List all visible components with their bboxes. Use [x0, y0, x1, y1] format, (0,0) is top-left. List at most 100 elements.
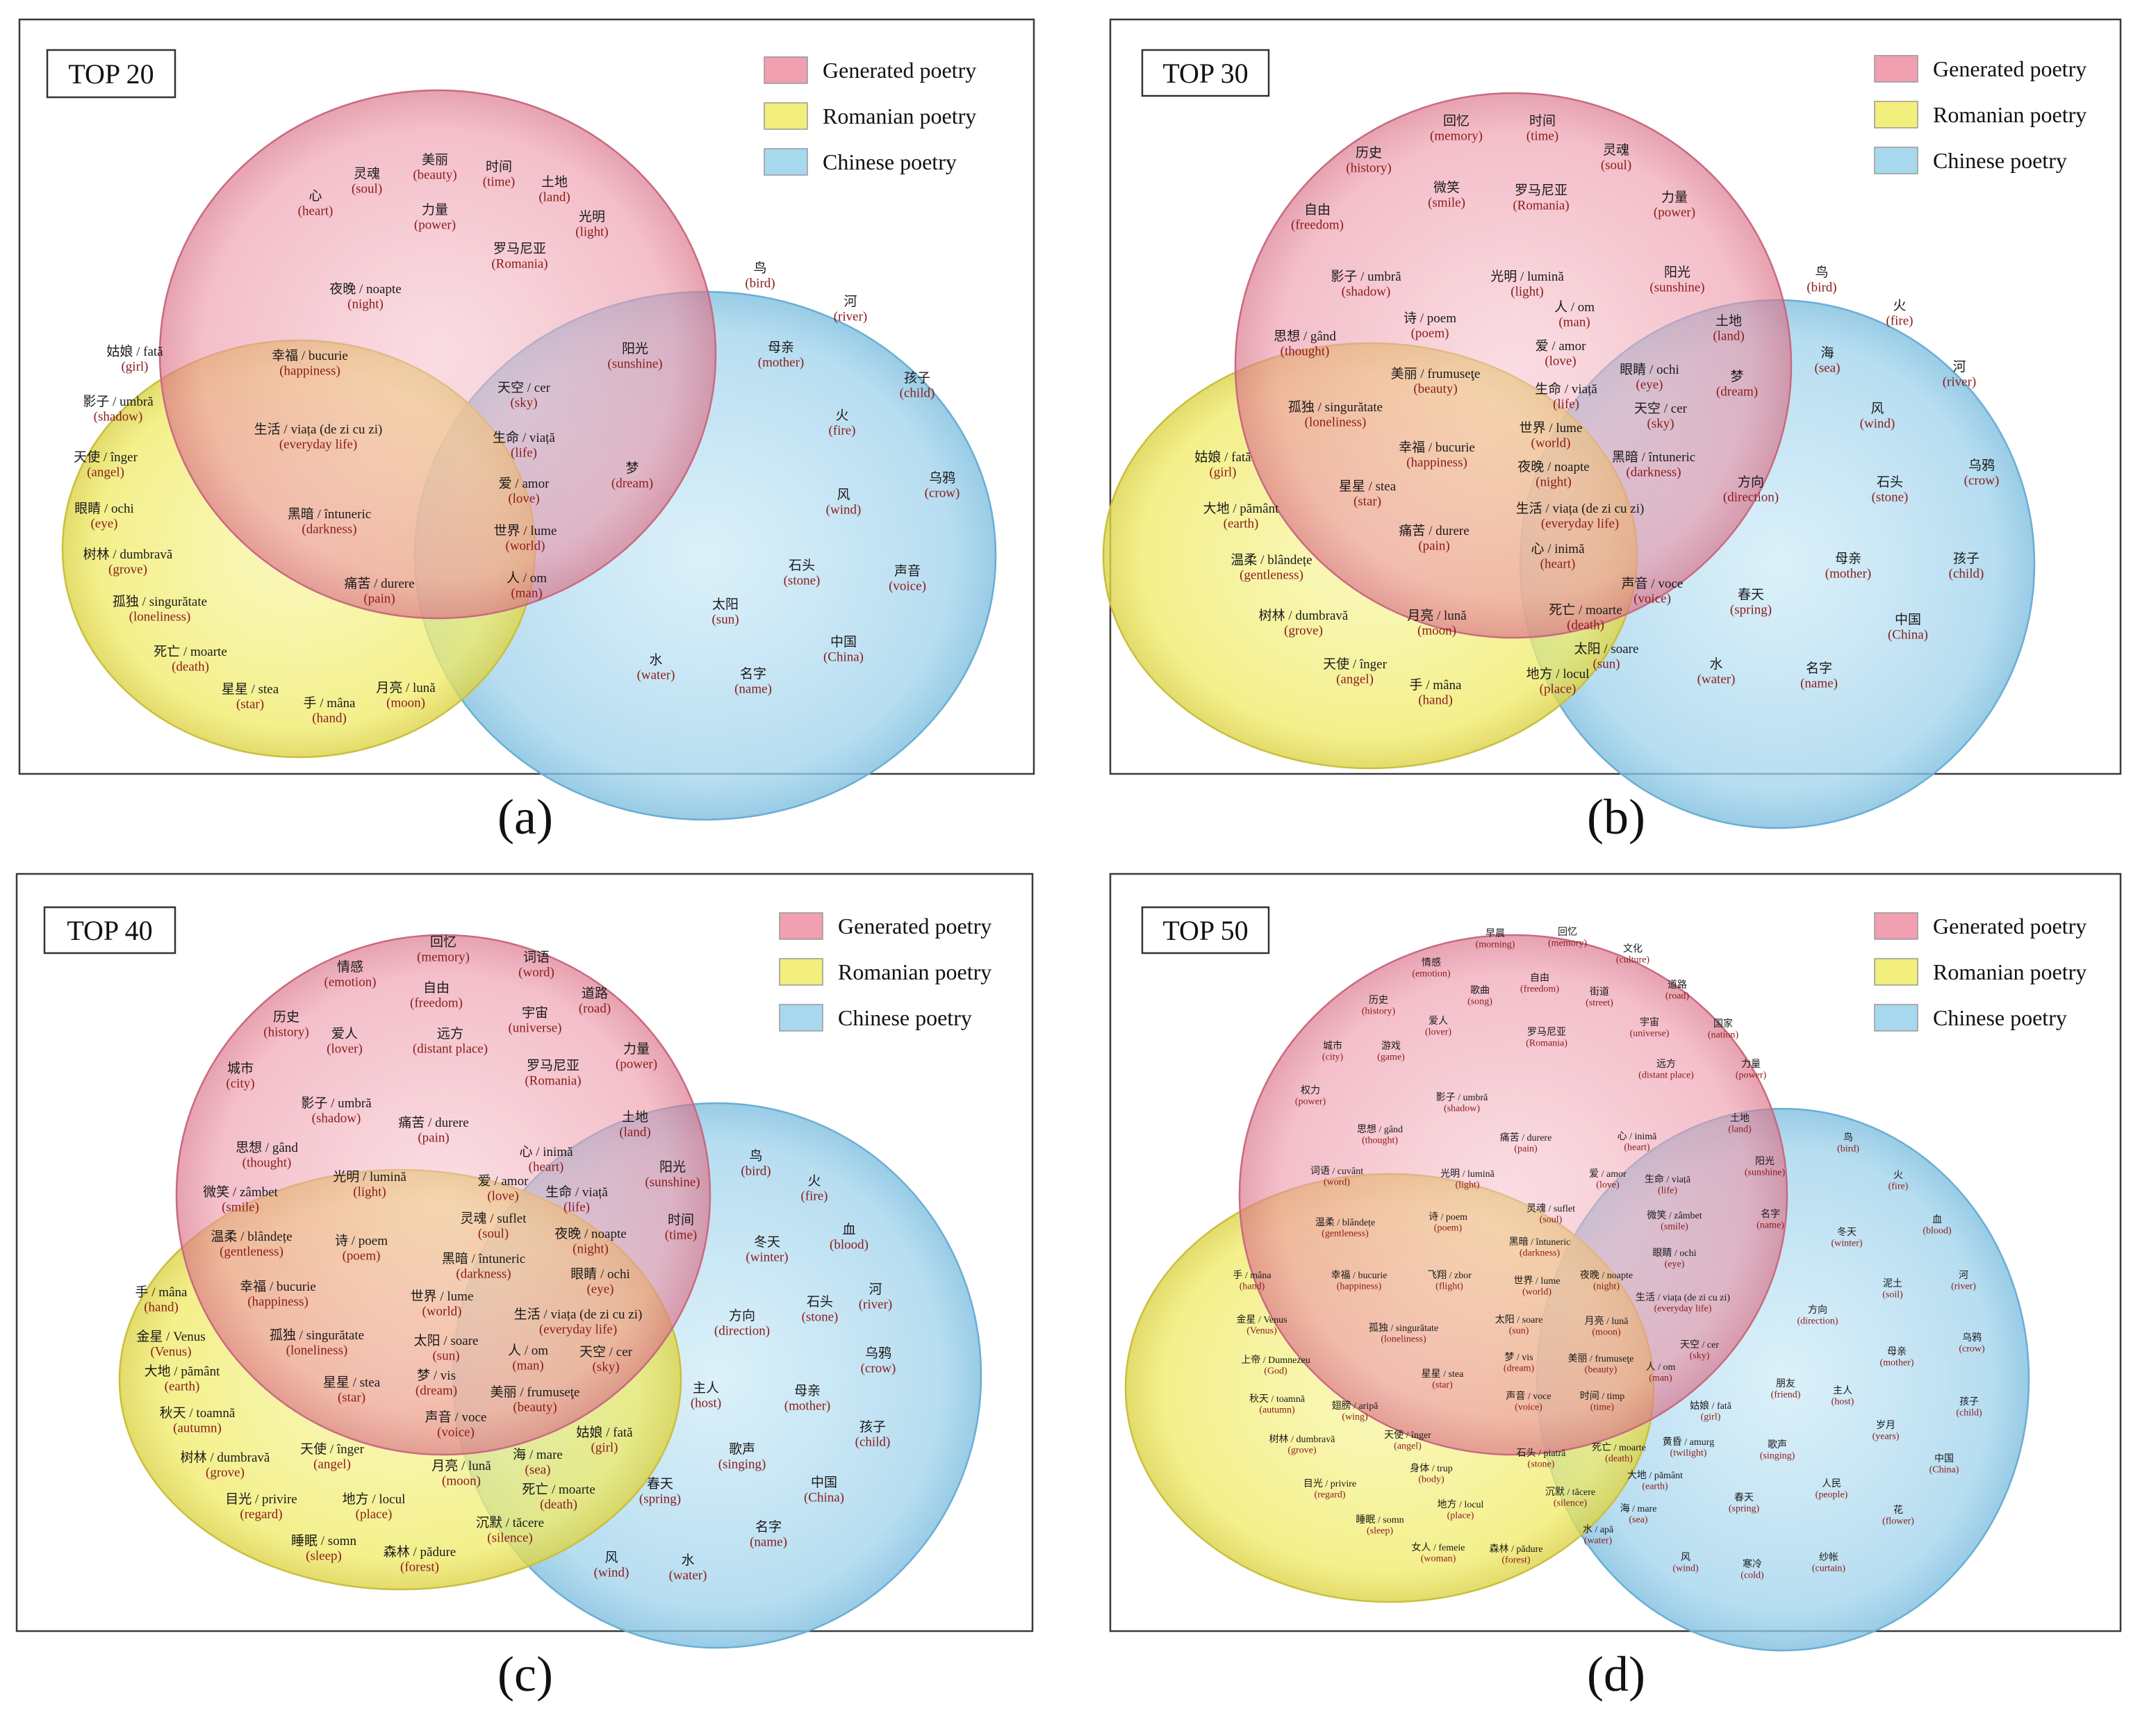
word-pair: 秋天 / toamnă(autumn) [1249, 1394, 1306, 1416]
word-translation: (eye) [1665, 1259, 1685, 1270]
word-pair: 乌鸦(crow) [1964, 458, 2000, 488]
word-translation: (universe) [508, 1020, 561, 1035]
word-label: 鸟 [1843, 1132, 1853, 1143]
word-pair: 自由(freedom) [410, 980, 463, 1010]
word-pair: 石头(stone) [802, 1294, 839, 1324]
word-translation: (power) [1295, 1097, 1326, 1107]
legend-swatch [1874, 958, 1918, 986]
word-pair: 温柔 / blândețe(gentleness) [1315, 1217, 1375, 1239]
word-label: 太阳 / soare [1574, 641, 1639, 656]
word-translation: (city) [1322, 1052, 1344, 1063]
word-pair: 主人(host) [691, 1380, 721, 1410]
word-translation: (grove) [1287, 1446, 1317, 1456]
word-pair: 国家(nation) [1708, 1018, 1739, 1041]
word-label: 美丽 [422, 152, 448, 167]
word-translation: (grove) [108, 562, 147, 577]
word-label: 罗马尼亚 [493, 242, 546, 256]
word-label: 地方 / locul [1526, 666, 1590, 681]
word-translation: (fire) [1886, 313, 1913, 328]
word-label: 翅膀 / aripă [1332, 1400, 1379, 1412]
word-pair: 人民(people) [1816, 1478, 1848, 1501]
word-translation: (beauty) [1413, 381, 1457, 396]
word-label: 生活 / viața (de zi cu zi) [254, 422, 383, 437]
word-label: 世界 / lume [411, 1289, 474, 1304]
word-label: 姑娘 / fată [576, 1425, 633, 1440]
word-translation: (forest) [400, 1560, 439, 1574]
word-translation: (world) [506, 538, 545, 553]
word-pair: 身体 / trup(body) [1410, 1463, 1452, 1485]
word-translation: (time) [1526, 129, 1558, 143]
word-pair: 石头(stone) [1872, 474, 1909, 504]
word-pair: 天使 / înger(angel) [300, 1441, 364, 1471]
word-translation: (street) [1586, 998, 1613, 1009]
word-translation: (death) [540, 1497, 577, 1512]
word-pair: 生活 / viața (de zi cu zi)(everyday life) [1516, 501, 1645, 531]
word-translation: (winter) [1831, 1239, 1862, 1249]
word-label: 名字 [1761, 1209, 1780, 1220]
word-pair: 岁月(years) [1872, 1420, 1900, 1442]
word-label: 微笑 [1433, 180, 1460, 195]
word-translation: (spring) [1729, 1504, 1760, 1514]
word-translation: (dream) [1504, 1364, 1535, 1374]
word-label: 沉默 / tăcere [476, 1515, 544, 1530]
word-translation: (light) [353, 1184, 386, 1199]
word-label: 姑娘 / fată [1690, 1400, 1732, 1412]
word-translation: (star) [236, 697, 264, 711]
word-label: 梦 [625, 461, 639, 476]
panel-title-box [46, 49, 176, 99]
legend-label: Chinese poetry [823, 149, 957, 174]
word-translation: (land) [538, 190, 570, 204]
word-pair: 孤独 / singurătate(loneliness) [1369, 1323, 1438, 1345]
word-translation: (host) [691, 1396, 721, 1410]
word-translation: (distant place) [1638, 1070, 1694, 1081]
word-translation: (memory) [1548, 939, 1587, 949]
word-pair: 生活 / viața (de zi cu zi)(everyday life) [1636, 1292, 1730, 1314]
word-label: 乌鸦 [929, 470, 955, 486]
word-pair: 土地(land) [1713, 313, 1744, 343]
word-translation: (light) [1456, 1180, 1480, 1191]
word-translation: (blood) [1923, 1226, 1952, 1237]
word-label: 秋天 / toamnă [160, 1405, 236, 1421]
word-label: 黑暗 / întuneric [442, 1251, 525, 1266]
word-translation: (pain) [363, 591, 395, 606]
word-translation: (earth) [1224, 516, 1259, 531]
word-translation: (nation) [1708, 1030, 1739, 1041]
word-translation: (wing) [1342, 1412, 1368, 1423]
word-pair: 姑娘 / fată(girl) [576, 1425, 633, 1455]
word-translation: (shadow) [312, 1111, 361, 1125]
word-pair: 河(river) [834, 294, 868, 324]
word-label: 风 [837, 488, 850, 502]
word-label: 姑娘 / fată [1194, 449, 1251, 465]
word-label: 中国 [1895, 612, 1921, 627]
word-pair: 微笑(smile) [1428, 180, 1465, 210]
word-translation: (fire) [828, 423, 855, 438]
word-label: 心 / inimă [519, 1145, 573, 1159]
word-translation: (winter) [746, 1250, 788, 1264]
word-pair: 鸟(bird) [741, 1148, 771, 1178]
word-label: 孩子 [1953, 551, 1979, 566]
word-label: 森林 / pădure [384, 1544, 456, 1560]
word-translation: (shadow) [94, 409, 143, 424]
word-translation: (host) [1832, 1397, 1854, 1407]
word-pair: 孤独 / singurătate(loneliness) [1288, 399, 1383, 429]
word-translation: (angel) [87, 465, 124, 479]
word-translation: (pain) [1418, 538, 1449, 553]
word-pair: 影子 / umbră(shadow) [83, 394, 154, 424]
word-translation: (poem) [343, 1248, 381, 1263]
word-label: 人 / om [1554, 299, 1595, 315]
word-translation: (moon) [1592, 1328, 1621, 1338]
panel-b: TOP 30 Generated poetry Romanian poetry Chi… [1102, 18, 2122, 829]
word-translation: (voice) [437, 1425, 475, 1439]
word-translation: (life) [511, 445, 537, 460]
word-label: 水 [681, 1553, 694, 1568]
word-translation: (universe) [1630, 1029, 1670, 1039]
word-translation: (Romania) [1526, 1039, 1567, 1049]
word-pair: 大地 / pământ(earth) [1203, 501, 1279, 531]
word-label: 手 / mâna [135, 1284, 188, 1300]
word-translation: (emotion) [324, 975, 377, 989]
word-pair: 水(water) [1697, 656, 1736, 686]
word-translation: (singing) [718, 1457, 766, 1471]
word-label: 春天 [647, 1476, 673, 1491]
word-label: 泥土 [1883, 1278, 1902, 1289]
word-translation: (spring) [639, 1491, 681, 1506]
